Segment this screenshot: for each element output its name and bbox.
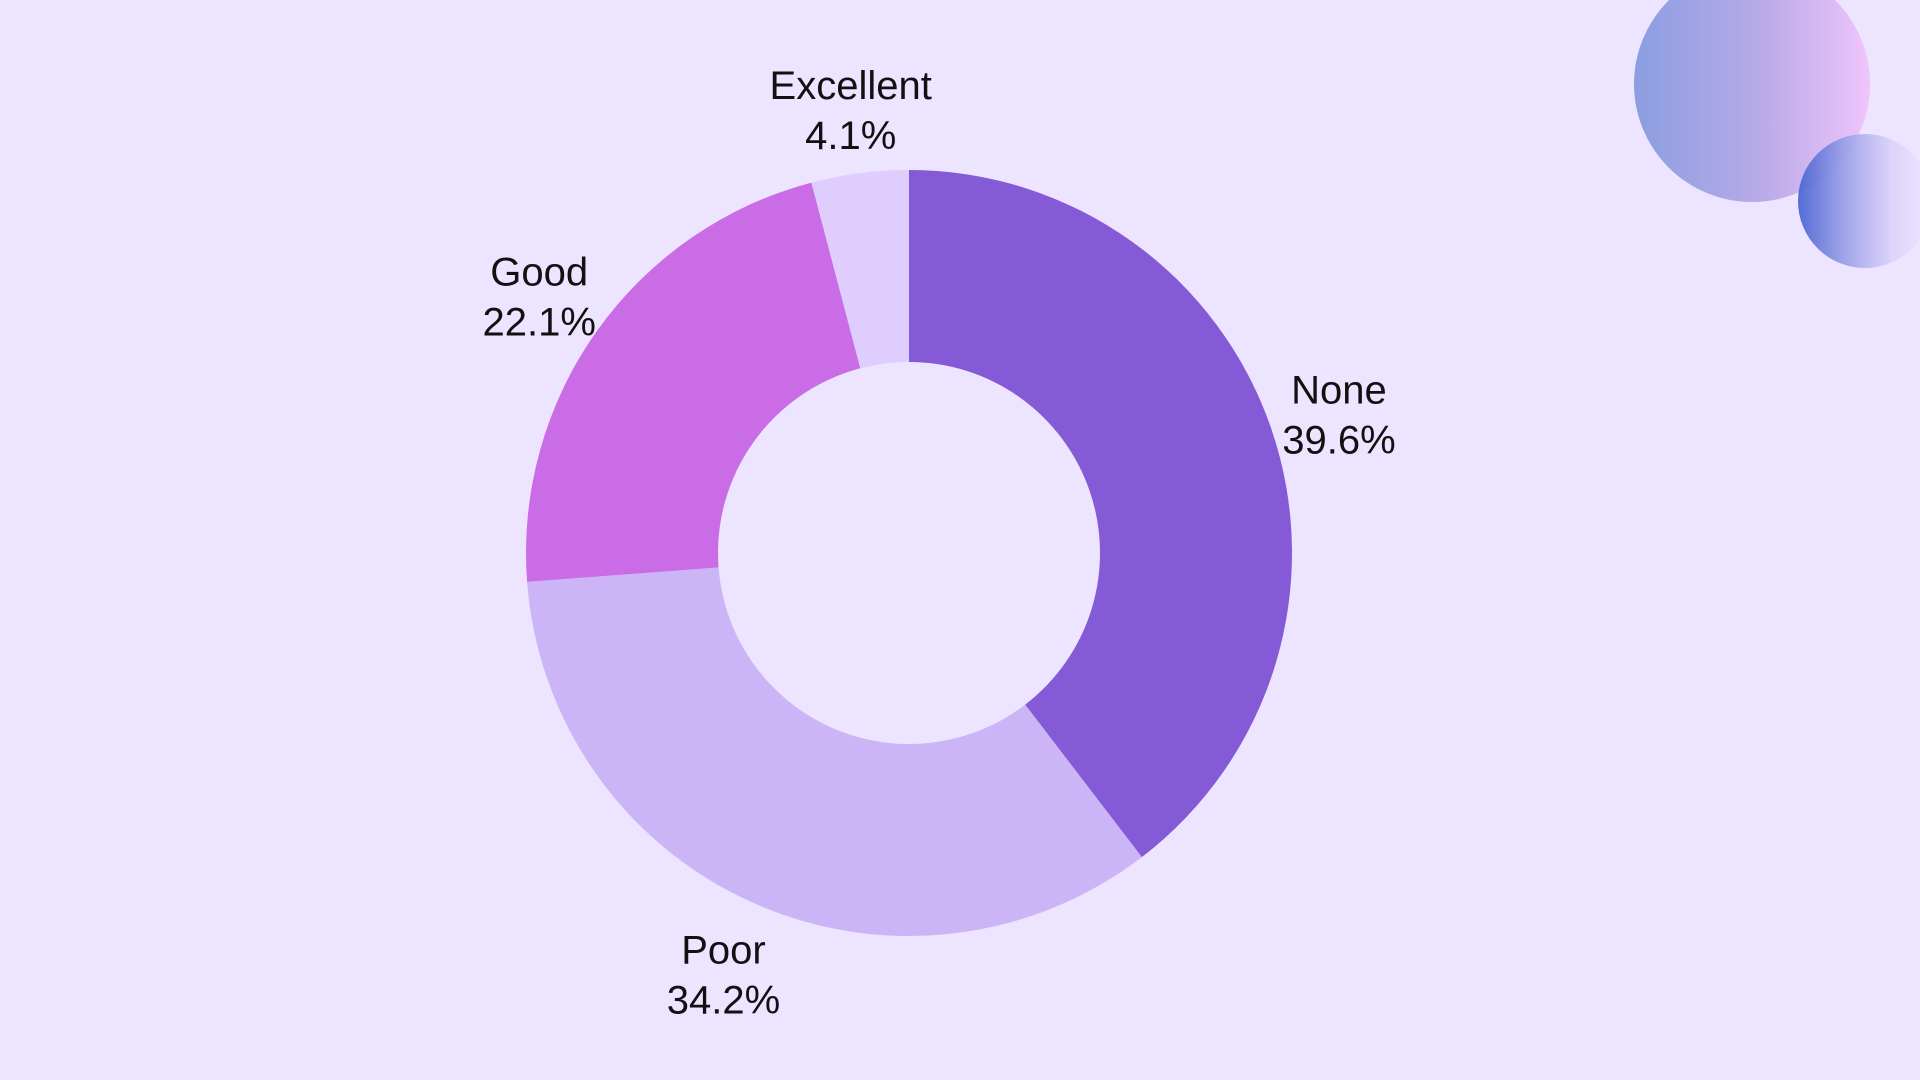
slice-category-label: Good (490, 251, 588, 295)
slice-label-excellent: Excellent 4.1% (770, 64, 932, 158)
slice-category-label: Excellent (770, 64, 932, 108)
slice-labels: None 39.6% Poor 34.2% Good 22.1% Excellent 4.1% (482, 64, 1395, 1023)
slice-none (909, 170, 1292, 858)
donut-slices (526, 170, 1292, 937)
slice-label-good: Good 22.1% (482, 251, 595, 345)
slice-category-label: None (1291, 368, 1387, 412)
slice-poor (527, 567, 1142, 937)
slice-value-label: 4.1% (805, 114, 896, 158)
slice-good (526, 182, 861, 582)
decorative-circle-small (1798, 134, 1920, 268)
slice-label-none: None 39.6% (1282, 368, 1395, 462)
slice-excellent (811, 170, 909, 369)
slice-category-label: Poor (681, 928, 766, 972)
slice-value-label: 39.6% (1282, 418, 1395, 462)
slice-label-poor: Poor 34.2% (667, 928, 780, 1022)
slice-value-label: 34.2% (667, 978, 780, 1022)
slice-value-label: 22.1% (482, 301, 595, 345)
